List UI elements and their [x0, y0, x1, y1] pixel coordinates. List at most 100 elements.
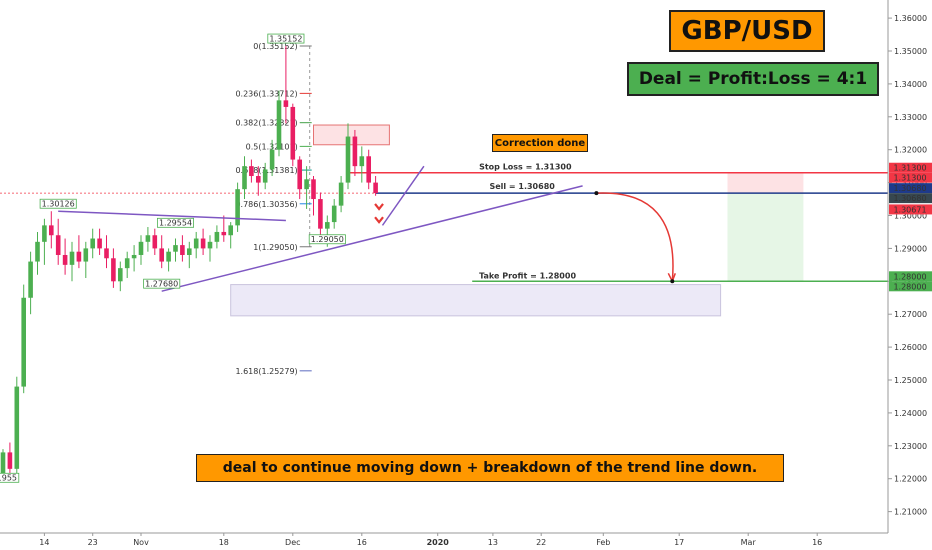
- candle-body: [304, 179, 309, 190]
- candle-body: [49, 225, 54, 236]
- price-tick-label: 1.24000: [894, 409, 927, 418]
- point-label: 1.27680: [145, 279, 178, 288]
- candle-body: [373, 182, 378, 194]
- price-tick-label: 1.31000: [894, 179, 927, 188]
- price-tick-label: 1.23000: [894, 442, 927, 451]
- stop-loss-label: Stop Loss = 1.31300: [479, 163, 572, 172]
- time-tick-label: 13: [488, 538, 498, 547]
- down-arrow-icon: [374, 203, 384, 211]
- point-label: 1.35152: [269, 34, 302, 43]
- candle-body: [269, 149, 275, 170]
- fib-level-label: 0.382(1.32821): [235, 119, 297, 128]
- candle-body: [345, 136, 351, 183]
- candle-body: [138, 241, 144, 255]
- candle-body: [118, 268, 123, 282]
- point-label-box: [39, 198, 77, 209]
- candle-body: [359, 156, 365, 167]
- candle-body: [180, 245, 185, 255]
- candle-body: [76, 251, 82, 262]
- time-tick-label: 16: [357, 538, 367, 547]
- zone-target: [230, 284, 722, 317]
- time-tick-label: 22: [536, 538, 546, 547]
- candle-body: [0, 452, 6, 476]
- profit-loss-ratio-box: Deal = Profit:Loss = 4:1: [627, 62, 879, 96]
- point-label-box: [143, 278, 181, 289]
- candle-body: [166, 251, 171, 262]
- candle-body: [69, 251, 75, 265]
- price-tick-label: 1.35000: [894, 47, 927, 56]
- candle-body: [249, 166, 254, 177]
- stop-tag: 1.31300: [893, 164, 926, 173]
- candle-body: [297, 159, 302, 190]
- take-tag-bg: [889, 271, 932, 282]
- take-tag-bg: [889, 281, 932, 292]
- candle-body: [124, 258, 130, 269]
- candle-body: [256, 176, 261, 183]
- sell-tag-bg: [889, 193, 932, 204]
- trendline: [58, 210, 286, 222]
- take-tag: 1.28000: [893, 282, 926, 291]
- candle-body: [111, 258, 116, 282]
- candle-body: [42, 225, 47, 242]
- candle-body: [193, 238, 199, 249]
- point-label: 1.29554: [159, 219, 192, 228]
- candle-body: [262, 169, 268, 183]
- candle-body: [152, 235, 158, 249]
- candle-body: [214, 231, 220, 242]
- sell-tag-bg: [889, 183, 932, 194]
- sell-label: Sell = 1.30680: [489, 182, 555, 191]
- forecast-end-dot: [670, 279, 675, 284]
- candle-body: [235, 189, 240, 226]
- price-tick-label: 1.34000: [894, 80, 927, 89]
- zone-risk: [727, 172, 804, 194]
- take-profit-label: Take Profit = 1.28000: [479, 271, 576, 280]
- candle-body: [338, 182, 344, 206]
- zone-reward: [727, 193, 804, 282]
- stop-tag-bg: [889, 172, 932, 183]
- candle-body: [318, 199, 323, 229]
- candle-body: [290, 106, 296, 160]
- fib-level-label: 0(1.35152): [253, 42, 297, 51]
- candle-body: [131, 254, 137, 259]
- candle-body: [83, 248, 89, 262]
- time-tick-label: 23: [88, 538, 98, 547]
- candle-body: [325, 222, 330, 229]
- candle-body: [173, 245, 178, 252]
- price-tick-label: 1.26000: [894, 343, 927, 352]
- candle-body: [221, 231, 227, 236]
- candle-body: [331, 205, 337, 223]
- price-tick-label: 1.21000: [894, 508, 927, 517]
- candle-body: [352, 136, 358, 167]
- sell-tag: 1.30680: [893, 184, 926, 193]
- trendline: [161, 185, 583, 292]
- stop-tag: 1.31300: [893, 174, 926, 183]
- forecast-start-dot: [594, 191, 599, 196]
- price-tick-label: 1.32000: [894, 146, 927, 155]
- candle-body: [228, 225, 233, 236]
- candle-body: [28, 261, 33, 298]
- fib-level-label: 1.618(1.25279): [235, 367, 297, 376]
- price-tick-label: 1.27000: [894, 310, 927, 319]
- zone-correction: [313, 124, 390, 146]
- trendline: [381, 165, 425, 226]
- candle-body: [55, 235, 61, 255]
- down-arrow-icon: [374, 216, 384, 224]
- candle-body: [187, 248, 192, 255]
- time-tick-label: 16: [812, 538, 822, 547]
- sell-tag: 1.30680: [893, 194, 926, 203]
- time-tick-label: Mar: [741, 538, 757, 547]
- candle-body: [159, 248, 164, 262]
- candle-body: [7, 452, 13, 469]
- time-tick-label: 17: [674, 538, 684, 547]
- candle-body: [104, 248, 109, 259]
- price-tick-label: 1.22000: [894, 475, 927, 484]
- time-tick-label: Nov: [133, 538, 149, 547]
- candle-body: [366, 156, 371, 183]
- take-tag: 1.28000: [893, 272, 926, 281]
- point-label-box: [267, 33, 305, 44]
- candle-body: [242, 166, 247, 190]
- current-tag: 1.30671: [893, 205, 926, 214]
- candle-body: [283, 100, 289, 107]
- point-label-box: [0, 472, 20, 483]
